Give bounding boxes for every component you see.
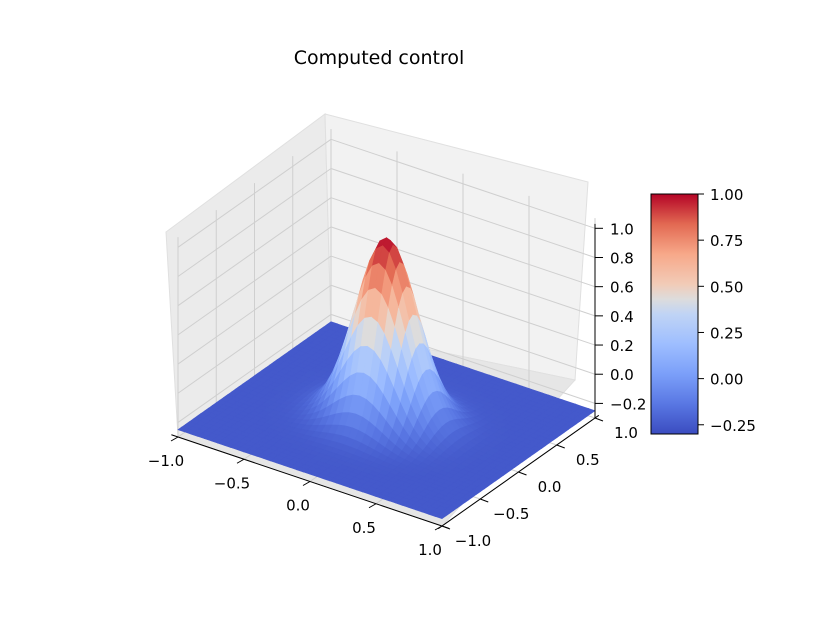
x-tick-label-3: 0.5 [352,519,376,537]
left-grid-z-3 [177,226,332,336]
colorbar-tick-label-3: 0.25 [710,324,743,342]
colorbar-tick-label-5: −0.25 [710,417,756,435]
y-tick-label-2: 0.0 [538,478,562,496]
axes: −1.0−0.50.00.51.0 −1.0−0.50.00.51.0−0.20.… [148,220,647,559]
y-tick-mark-2 [518,471,527,476]
colorbar-tick-label-0: 1.00 [710,186,743,204]
left-grid-z-0 [177,313,332,423]
x-tick-label-2: 0.0 [286,497,310,515]
z-tick-label-4: 0.6 [610,279,634,297]
surface-patch [434,513,447,520]
y-tick-mark-0 [441,525,451,530]
x-tick-mark-3 [368,503,377,509]
colorbar-ticks: 1.00 0.75 0.50 0.25 0.00 −0.25 [698,186,756,435]
chart-title: Computed control [294,47,465,69]
back-grid-z-4 [330,197,596,288]
left-grid-z-6 [177,138,332,248]
colorbar-tick-label-1: 0.75 [710,232,743,250]
colorbar: 1.00 0.75 0.50 0.25 0.00 −0.25 [650,186,756,435]
z-tick-label-2: 0.2 [610,337,634,355]
surface-plot [177,237,596,520]
z-tick-label-5: 0.8 [610,249,634,267]
y-tick-label-0: −1.0 [455,532,491,550]
colorbar-tick-label-2: 0.50 [710,278,743,296]
y-tick-label-1: −0.5 [493,505,529,523]
x-tick-mark-0 [170,436,179,442]
z-tick-label-3: 0.4 [610,308,634,326]
x-tick-label-1: −0.5 [214,474,250,492]
left-grid-z-2 [177,255,332,365]
y-tick-label-4: 1.0 [614,424,638,442]
back-grid-z-6 [330,138,596,229]
x-tick-label-0: −1.0 [148,452,184,470]
left-grid-z-5 [177,168,332,277]
back-grid-z-3 [330,226,596,317]
z-tick-label-6: 1.0 [610,220,634,238]
z-tick-label-0: −0.2 [610,395,646,413]
x-tick-mark-1 [236,458,245,464]
left-grid-z-1 [177,284,332,394]
y-tick-mark-3 [556,444,565,449]
colorbar-tick-label-4: 0.00 [710,371,743,389]
z-tick-label-1: 0.0 [610,366,634,384]
left-grid-z-4 [177,197,332,307]
y-tick-mark-1 [480,498,489,503]
y-tick-mark-4 [594,417,604,422]
x-tick-label-4: 1.0 [418,541,442,559]
x-tick-mark-2 [302,481,311,486]
colorbar-fill [650,193,699,435]
back-grid-z-5 [330,168,596,258]
y-tick-label-3: 0.5 [576,451,600,469]
